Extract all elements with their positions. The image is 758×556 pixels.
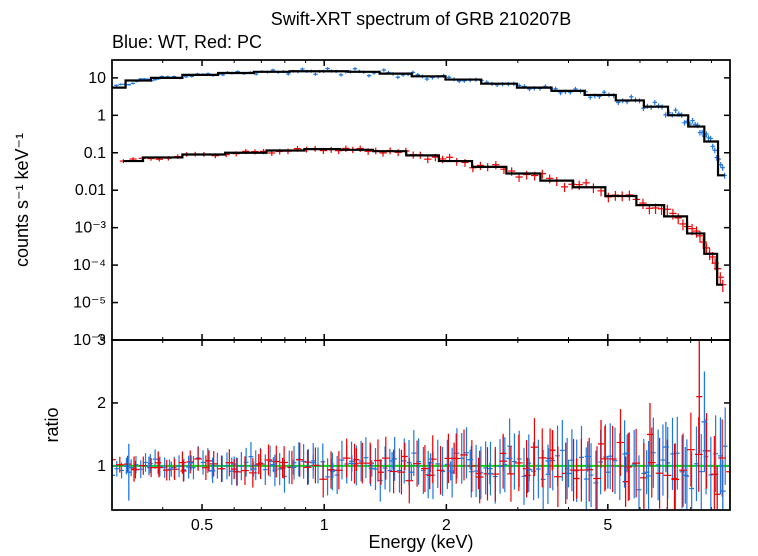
svg-text:2: 2 <box>442 517 451 534</box>
chart-svg: Swift-XRT spectrum of GRB 210207B Blue: W… <box>0 0 758 556</box>
svg-text:3: 3 <box>97 332 106 349</box>
svg-text:1: 1 <box>97 107 106 124</box>
svg-text:10: 10 <box>88 70 106 87</box>
svg-text:1: 1 <box>97 458 106 475</box>
svg-text:5: 5 <box>603 517 612 534</box>
svg-text:Blue: WT, Red: PC: Blue: WT, Red: PC <box>112 32 262 52</box>
svg-text:ratio: ratio <box>42 407 62 442</box>
svg-text:1: 1 <box>320 517 329 534</box>
svg-text:Swift-XRT spectrum of GRB 2102: Swift-XRT spectrum of GRB 210207B <box>271 9 571 29</box>
svg-text:0.1: 0.1 <box>84 145 106 162</box>
svg-text:10⁻⁴: 10⁻⁴ <box>73 257 106 274</box>
svg-text:10⁻⁵: 10⁻⁵ <box>73 295 106 312</box>
svg-text:2: 2 <box>97 395 106 412</box>
svg-text:0.5: 0.5 <box>191 517 213 534</box>
spectrum-chart: Swift-XRT spectrum of GRB 210207B Blue: W… <box>0 0 758 556</box>
svg-text:0.01: 0.01 <box>75 182 106 199</box>
svg-text:10⁻³: 10⁻³ <box>74 220 106 237</box>
svg-text:Energy (keV): Energy (keV) <box>368 532 473 552</box>
svg-text:counts s⁻¹ keV⁻¹: counts s⁻¹ keV⁻¹ <box>12 133 32 267</box>
